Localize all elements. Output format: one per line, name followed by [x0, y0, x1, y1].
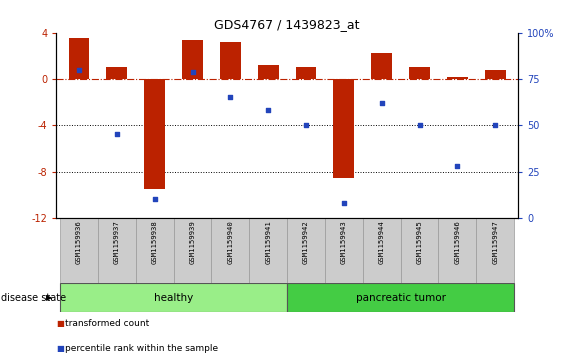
Text: GSM1159939: GSM1159939	[190, 220, 195, 264]
Point	[113, 131, 122, 137]
Text: healthy: healthy	[154, 293, 193, 303]
Text: transformed count: transformed count	[65, 319, 149, 327]
Point	[74, 67, 83, 73]
Bar	[249, 218, 287, 283]
Bar	[98, 218, 136, 283]
Bar	[220, 42, 241, 79]
Bar	[485, 70, 506, 79]
Text: ■: ■	[56, 319, 64, 327]
Bar	[409, 68, 430, 79]
Text: GSM1159945: GSM1159945	[417, 220, 423, 264]
Text: GSM1159943: GSM1159943	[341, 220, 347, 264]
Point	[263, 107, 272, 113]
Bar	[287, 283, 514, 312]
Bar	[333, 79, 354, 179]
Text: GSM1159936: GSM1159936	[76, 220, 82, 264]
Point	[491, 122, 500, 128]
Bar	[60, 218, 98, 283]
Text: GSM1159941: GSM1159941	[265, 220, 271, 264]
Bar	[182, 40, 203, 79]
Bar	[60, 283, 287, 312]
Text: percentile rank within the sample: percentile rank within the sample	[65, 344, 218, 353]
Point	[339, 200, 348, 206]
Bar	[212, 218, 249, 283]
Point	[226, 94, 235, 100]
Bar	[296, 68, 316, 79]
Text: GSM1159946: GSM1159946	[454, 220, 461, 264]
Point	[188, 69, 197, 74]
Bar	[136, 218, 173, 283]
Text: GSM1159938: GSM1159938	[151, 220, 158, 264]
Bar	[287, 218, 325, 283]
Bar	[106, 68, 127, 79]
Point	[415, 122, 424, 128]
Text: GSM1159947: GSM1159947	[492, 220, 498, 264]
Text: ■: ■	[56, 344, 64, 353]
Bar	[447, 77, 468, 79]
Point	[150, 196, 159, 202]
Text: pancreatic tumor: pancreatic tumor	[356, 293, 446, 303]
Bar	[476, 218, 514, 283]
Text: GSM1159940: GSM1159940	[227, 220, 234, 264]
Text: GSM1159944: GSM1159944	[379, 220, 385, 264]
Point	[377, 100, 386, 106]
Text: GSM1159942: GSM1159942	[303, 220, 309, 264]
Bar	[439, 218, 476, 283]
Bar	[258, 65, 279, 79]
Bar	[372, 53, 392, 79]
Text: GSM1159937: GSM1159937	[114, 220, 120, 264]
Point	[302, 122, 311, 128]
Bar	[401, 218, 439, 283]
Bar	[325, 218, 363, 283]
Bar	[363, 218, 401, 283]
Point	[453, 163, 462, 169]
Title: GDS4767 / 1439823_at: GDS4767 / 1439823_at	[215, 19, 360, 32]
Bar	[173, 218, 212, 283]
Text: disease state: disease state	[1, 293, 66, 303]
Text: ▶: ▶	[46, 293, 53, 302]
Bar	[69, 38, 90, 79]
Bar	[144, 79, 165, 189]
